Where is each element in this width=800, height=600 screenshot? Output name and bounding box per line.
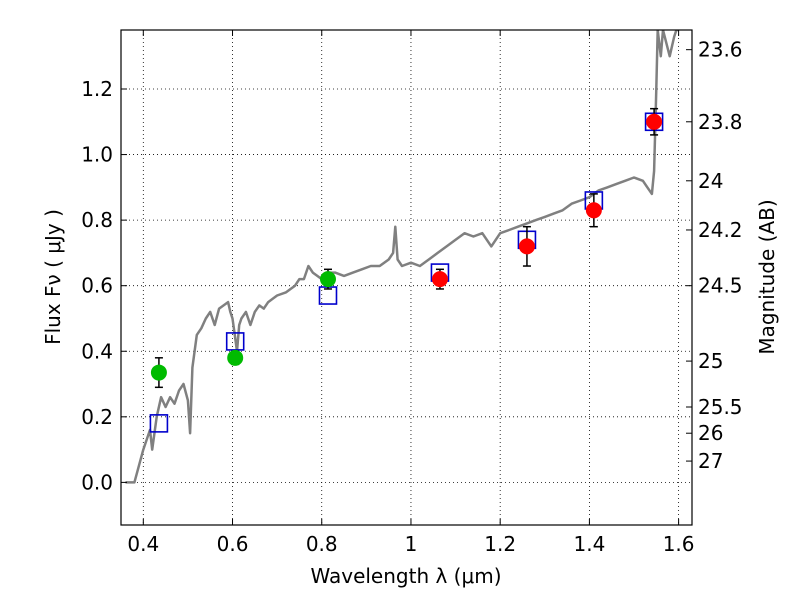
y-tick-label: 0.8 [81,208,113,232]
right-tick-label: 26 [698,421,723,445]
observed-point-marker [319,271,336,288]
y-axis-title: Flux Fν ( μJy ) [41,209,65,345]
y-tick-label: 1.2 [81,77,113,101]
x-tick-label: 0.4 [127,532,159,556]
right-tick-label: 23.6 [698,38,743,62]
model-spectrum [125,30,679,484]
plot-background [121,30,692,525]
x-tick-label: 1.2 [484,532,516,556]
x-tick-label: 1 [405,532,418,556]
plot-frame [120,29,693,526]
observed-point-marker [585,202,602,219]
spectrum-line [125,30,679,484]
right-tick-label: 24.2 [698,218,743,242]
right-tick-label: 27 [698,449,723,473]
observed-point-marker [431,271,448,288]
x-axis-title: Wavelength λ (μm) [310,564,501,588]
y-tick-label: 1.0 [81,143,113,167]
right-tick-label: 23.8 [698,110,743,134]
right-tick-label: 25.5 [698,395,743,419]
x-tick-label: 1.6 [663,532,695,556]
right-tick-label: 24.5 [698,274,743,298]
y-tick-label: 0.2 [81,405,113,429]
model-square-marker [149,414,169,433]
x-tick-label: 0.8 [306,532,338,556]
observed-point-marker [150,364,167,381]
axis-ticks: 0.4 0.6 0.8 1 1.2 1.4 1.6 0.0 0.2 0.4 0.6 0.8 1.0 1.2… [81,30,743,556]
observed-point-marker [518,238,535,255]
y-tick-label: 0.0 [81,470,113,494]
x-tick-label: 0.6 [217,532,249,556]
right-tick-label: 24 [698,169,723,193]
y-tick-label: 0.6 [81,274,113,298]
observed-point-marker [227,349,244,366]
x-tick-label: 1.4 [573,532,605,556]
grid-lines [121,30,692,525]
right-tick-label: 25 [698,349,723,373]
data-points [149,107,664,433]
observed-point-marker [646,113,663,130]
y-axis-right-title: Magnitude (AB) [755,199,779,354]
y-tick-label: 0.4 [81,339,113,363]
